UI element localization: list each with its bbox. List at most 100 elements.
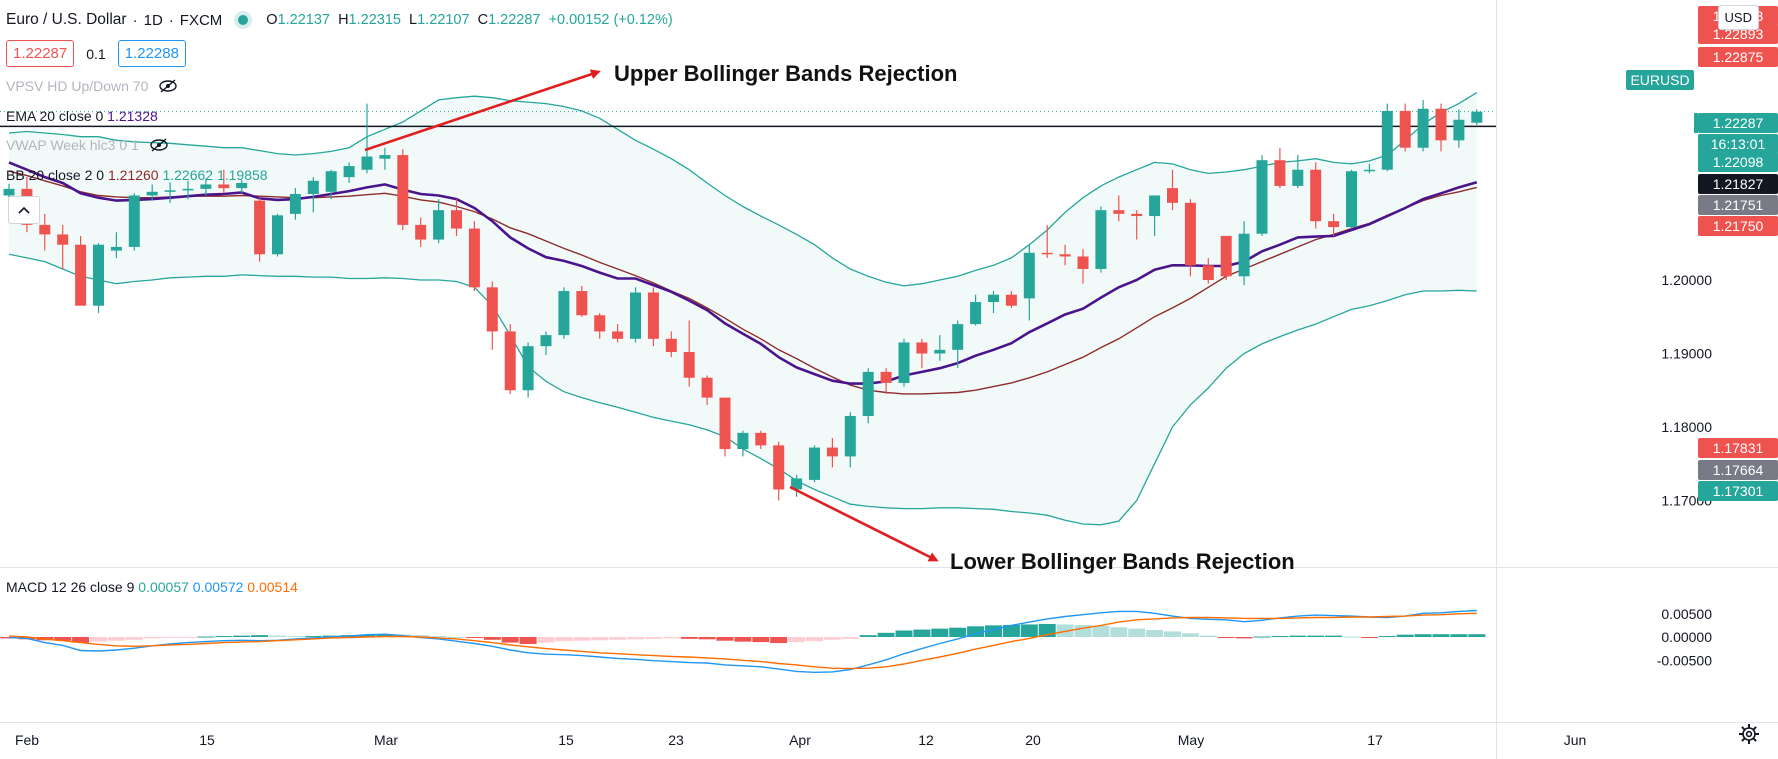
candle[interactable]: [737, 430, 749, 457]
macd-histogram-bar[interactable]: [376, 634, 394, 637]
macd-histogram-bar[interactable]: [1343, 636, 1360, 638]
macd-histogram-bar[interactable]: [644, 637, 662, 639]
candle[interactable]: [862, 368, 874, 424]
candle[interactable]: [612, 324, 624, 343]
candle[interactable]: [1274, 147, 1286, 189]
candle[interactable]: [916, 338, 928, 369]
candle[interactable]: [1202, 257, 1214, 284]
interval-label[interactable]: 1D: [143, 11, 163, 29]
macd-histogram-bar[interactable]: [573, 637, 591, 641]
candle[interactable]: [683, 320, 695, 387]
macd-histogram-bar[interactable]: [1199, 635, 1217, 637]
candle[interactable]: [701, 375, 713, 405]
macd-histogram-bar[interactable]: [985, 625, 1002, 637]
candle[interactable]: [540, 331, 552, 355]
macd-histogram-bar[interactable]: [823, 637, 841, 640]
candle[interactable]: [755, 430, 767, 450]
macd-histogram-bar[interactable]: [1378, 636, 1396, 638]
candle[interactable]: [898, 338, 910, 387]
macd-histogram-bar[interactable]: [465, 637, 483, 638]
candle[interactable]: [468, 221, 480, 292]
candle[interactable]: [343, 162, 355, 183]
candle[interactable]: [791, 474, 803, 497]
buy-button[interactable]: 1.22288: [117, 40, 186, 67]
macd-histogram-bar[interactable]: [1414, 634, 1432, 637]
macd-histogram-bar[interactable]: [1146, 630, 1164, 637]
candle[interactable]: [397, 149, 409, 231]
macd-histogram-bar[interactable]: [1325, 635, 1343, 637]
macd-histogram-bar[interactable]: [286, 636, 304, 638]
candle[interactable]: [361, 103, 373, 174]
candle[interactable]: [486, 281, 498, 350]
candle[interactable]: [1167, 169, 1178, 211]
candle[interactable]: [307, 177, 319, 213]
candle[interactable]: [1363, 163, 1375, 174]
macd-histogram-bar[interactable]: [143, 637, 161, 639]
macd-histogram-bar[interactable]: [895, 630, 913, 637]
macd-histogram-bar[interactable]: [72, 637, 90, 643]
macd-histogram-bar[interactable]: [1253, 636, 1271, 638]
macd-histogram-bar[interactable]: [716, 637, 734, 641]
macd-histogram-bar[interactable]: [555, 637, 573, 642]
candle[interactable]: [272, 213, 283, 257]
macd-histogram-bar[interactable]: [1432, 634, 1450, 637]
eye-hidden-icon[interactable]: [158, 79, 178, 93]
candle[interactable]: [826, 438, 838, 468]
macd-histogram-bar[interactable]: [1307, 635, 1325, 637]
macd-histogram-bar[interactable]: [501, 637, 519, 643]
candle[interactable]: [289, 188, 301, 220]
macd-histogram-bar[interactable]: [877, 632, 895, 637]
candle[interactable]: [1184, 199, 1196, 277]
macd-histogram-bar[interactable]: [806, 637, 823, 642]
macd-histogram-bar[interactable]: [662, 637, 680, 639]
candle[interactable]: [1256, 155, 1268, 236]
macd-histogram-bar[interactable]: [967, 626, 985, 637]
candle[interactable]: [1041, 224, 1053, 258]
candle[interactable]: [75, 235, 87, 306]
candle[interactable]: [1417, 99, 1429, 152]
macd-histogram-bar[interactable]: [251, 635, 269, 637]
macd-histogram-bar[interactable]: [54, 637, 72, 641]
candle[interactable]: [1471, 109, 1483, 125]
candle[interactable]: [988, 291, 999, 314]
candle[interactable]: [1381, 103, 1393, 172]
candle[interactable]: [1346, 169, 1357, 229]
candle[interactable]: [415, 217, 427, 247]
candle[interactable]: [1453, 109, 1465, 148]
candle[interactable]: [844, 412, 856, 468]
macd-histogram-bar[interactable]: [1128, 628, 1146, 637]
candle[interactable]: [1220, 235, 1232, 280]
macd-histogram-bar[interactable]: [788, 637, 806, 643]
candle[interactable]: [1310, 162, 1322, 229]
macd-histogram-bar[interactable]: [1092, 625, 1110, 637]
macd-histogram-bar[interactable]: [1396, 634, 1414, 637]
candle[interactable]: [952, 320, 964, 369]
macd-histogram-bar[interactable]: [1181, 633, 1199, 637]
macd-histogram-bar[interactable]: [680, 637, 698, 639]
macd-histogram-bar[interactable]: [537, 637, 555, 643]
candle[interactable]: [379, 147, 391, 170]
macd-histogram-bar[interactable]: [627, 637, 644, 640]
candle[interactable]: [182, 180, 194, 200]
macd-histogram-bar[interactable]: [931, 628, 949, 637]
candle[interactable]: [934, 335, 946, 361]
candle[interactable]: [773, 441, 785, 501]
candle[interactable]: [647, 287, 659, 347]
macd-histogram-bar[interactable]: [483, 637, 501, 640]
candle[interactable]: [218, 169, 230, 194]
candle[interactable]: [39, 213, 51, 251]
legend-bb[interactable]: BB 20 close 2 0 1.21260 1.22662 1.19858: [6, 167, 268, 183]
macd-histogram-bar[interactable]: [770, 637, 788, 644]
macd-histogram-bar[interactable]: [90, 637, 107, 642]
macd-histogram-bar[interactable]: [1271, 636, 1289, 638]
candle[interactable]: [594, 313, 606, 339]
macd-histogram-bar[interactable]: [1110, 627, 1128, 637]
candle[interactable]: [809, 445, 820, 483]
macd-histogram-bar[interactable]: [949, 627, 967, 637]
macd-histogram-bar[interactable]: [752, 637, 770, 643]
collapse-legend-button[interactable]: [8, 196, 40, 224]
macd-histogram-bar[interactable]: [304, 636, 322, 638]
candle[interactable]: [1023, 244, 1035, 321]
macd-histogram-bar[interactable]: [233, 635, 251, 637]
